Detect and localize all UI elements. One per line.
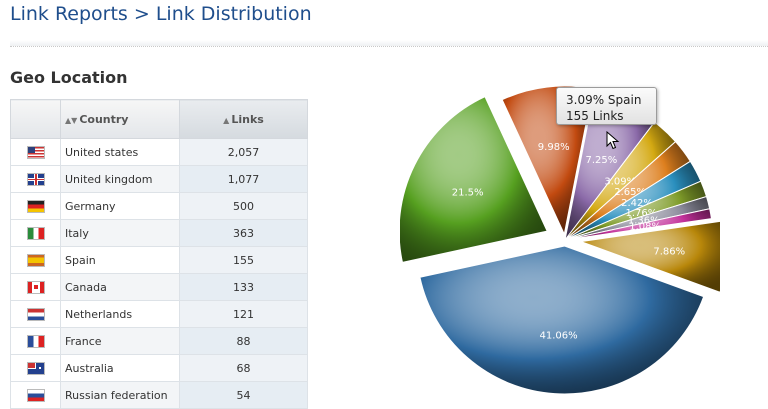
- pie-slice[interactable]: [580, 220, 720, 293]
- tooltip-percent-country: 3.09% Spain: [566, 93, 642, 107]
- de-flag-icon: [26, 199, 45, 213]
- links-cell: 1,077: [179, 165, 308, 193]
- pie-slice[interactable]: [419, 245, 705, 395]
- links-cell: 500: [179, 192, 308, 220]
- flag-column-header: [10, 99, 61, 139]
- pie-slice-label: 1.36%: [628, 215, 660, 226]
- country-cell: Netherlands: [60, 300, 180, 328]
- ca-flag-icon: [26, 280, 45, 294]
- country-cell: Germany: [60, 192, 180, 220]
- links-cell: 68: [179, 354, 308, 382]
- table-row[interactable]: Italy 363: [10, 219, 308, 247]
- geo-location-table: ▲▼ Country ▲ Links United states 2,057 Unite…: [10, 99, 308, 409]
- pie-slice-label: 1.08%: [629, 222, 661, 233]
- page-title: Link Reports > Link Distribution: [10, 3, 312, 25]
- links-header-label: Links: [231, 112, 264, 126]
- flag-cell: [10, 246, 61, 274]
- country-cell: Spain: [60, 246, 180, 274]
- table-row[interactable]: United kingdom 1,077: [10, 165, 308, 193]
- flag-cell: [10, 327, 61, 355]
- table-row[interactable]: Germany 500: [10, 192, 308, 220]
- nl-flag-icon: [26, 307, 45, 321]
- links-cell: 121: [179, 300, 308, 328]
- country-cell: Canada: [60, 273, 180, 301]
- country-header-label: Country: [79, 112, 129, 126]
- links-cell: 155: [179, 246, 308, 274]
- pie-slice-label: 41.06%: [539, 331, 577, 342]
- flag-cell: [10, 165, 61, 193]
- tooltip-link-count: 155 Links: [566, 109, 624, 123]
- it-flag-icon: [26, 226, 45, 240]
- table-row[interactable]: Spain 155: [10, 246, 308, 274]
- links-cell: 363: [179, 219, 308, 247]
- pie-slice-label: 7.86%: [653, 247, 685, 258]
- table-row[interactable]: France 88: [10, 327, 308, 355]
- country-cell: United states: [60, 138, 180, 166]
- flag-cell: [10, 273, 61, 301]
- country-cell: United kingdom: [60, 165, 180, 193]
- ru-flag-icon: [26, 388, 45, 402]
- sort-asc-icon: ▲: [223, 115, 230, 125]
- links-cell: 2,057: [179, 138, 308, 166]
- table-row[interactable]: United states 2,057: [10, 138, 308, 166]
- country-cell: France: [60, 327, 180, 355]
- pie-slice-label: 21.5%: [452, 187, 484, 198]
- flag-cell: [10, 354, 61, 382]
- pie-slice-label: 9.98%: [538, 142, 570, 153]
- flag-cell: [10, 381, 61, 409]
- us-flag-icon: [26, 145, 45, 159]
- table-row[interactable]: Canada 133: [10, 273, 308, 301]
- chart-tooltip: 3.09% Spain 155 Links: [556, 87, 657, 125]
- es-flag-icon: [26, 253, 45, 267]
- pie-slice-label: 2.42%: [621, 198, 653, 209]
- pie-slice-label: 7.25%: [585, 155, 617, 166]
- pie-slice-label: 2.65%: [614, 187, 646, 198]
- table-row[interactable]: Australia 68: [10, 354, 308, 382]
- pie-slice-label: 1.76%: [625, 208, 657, 219]
- table-row[interactable]: Russian federation 54: [10, 381, 308, 409]
- fr-flag-icon: [26, 334, 45, 348]
- flag-cell: [10, 300, 61, 328]
- flag-cell: [10, 192, 61, 220]
- sort-both-icon: ▲▼: [65, 115, 78, 125]
- au-flag-icon: [26, 361, 45, 375]
- title-divider: [10, 46, 768, 47]
- title-divider-shadow: [10, 40, 768, 46]
- flag-cell: [10, 219, 61, 247]
- country-column-header[interactable]: ▲▼ Country: [60, 99, 180, 139]
- pie-slice-label: 3.09%: [604, 176, 636, 187]
- links-column-header[interactable]: ▲ Links: [179, 99, 308, 139]
- country-cell: Australia: [60, 354, 180, 382]
- country-cell: Italy: [60, 219, 180, 247]
- table-row[interactable]: Netherlands 121: [10, 300, 308, 328]
- links-cell: 133: [179, 273, 308, 301]
- links-cell: 88: [179, 327, 308, 355]
- flag-cell: [10, 138, 61, 166]
- mouse-cursor-icon: [606, 131, 620, 150]
- pie-slice[interactable]: [564, 208, 713, 241]
- link-distribution-pie-chart[interactable]: 41.06% 21.5% 9.98% 7.25% 3.09%2.65%2.42%1.76…: [400, 80, 720, 406]
- gb-flag-icon: [26, 172, 45, 186]
- links-cell: 54: [179, 381, 308, 409]
- section-title: Geo Location: [10, 68, 128, 87]
- pie-slice[interactable]: [400, 96, 548, 263]
- country-cell: Russian federation: [60, 381, 180, 409]
